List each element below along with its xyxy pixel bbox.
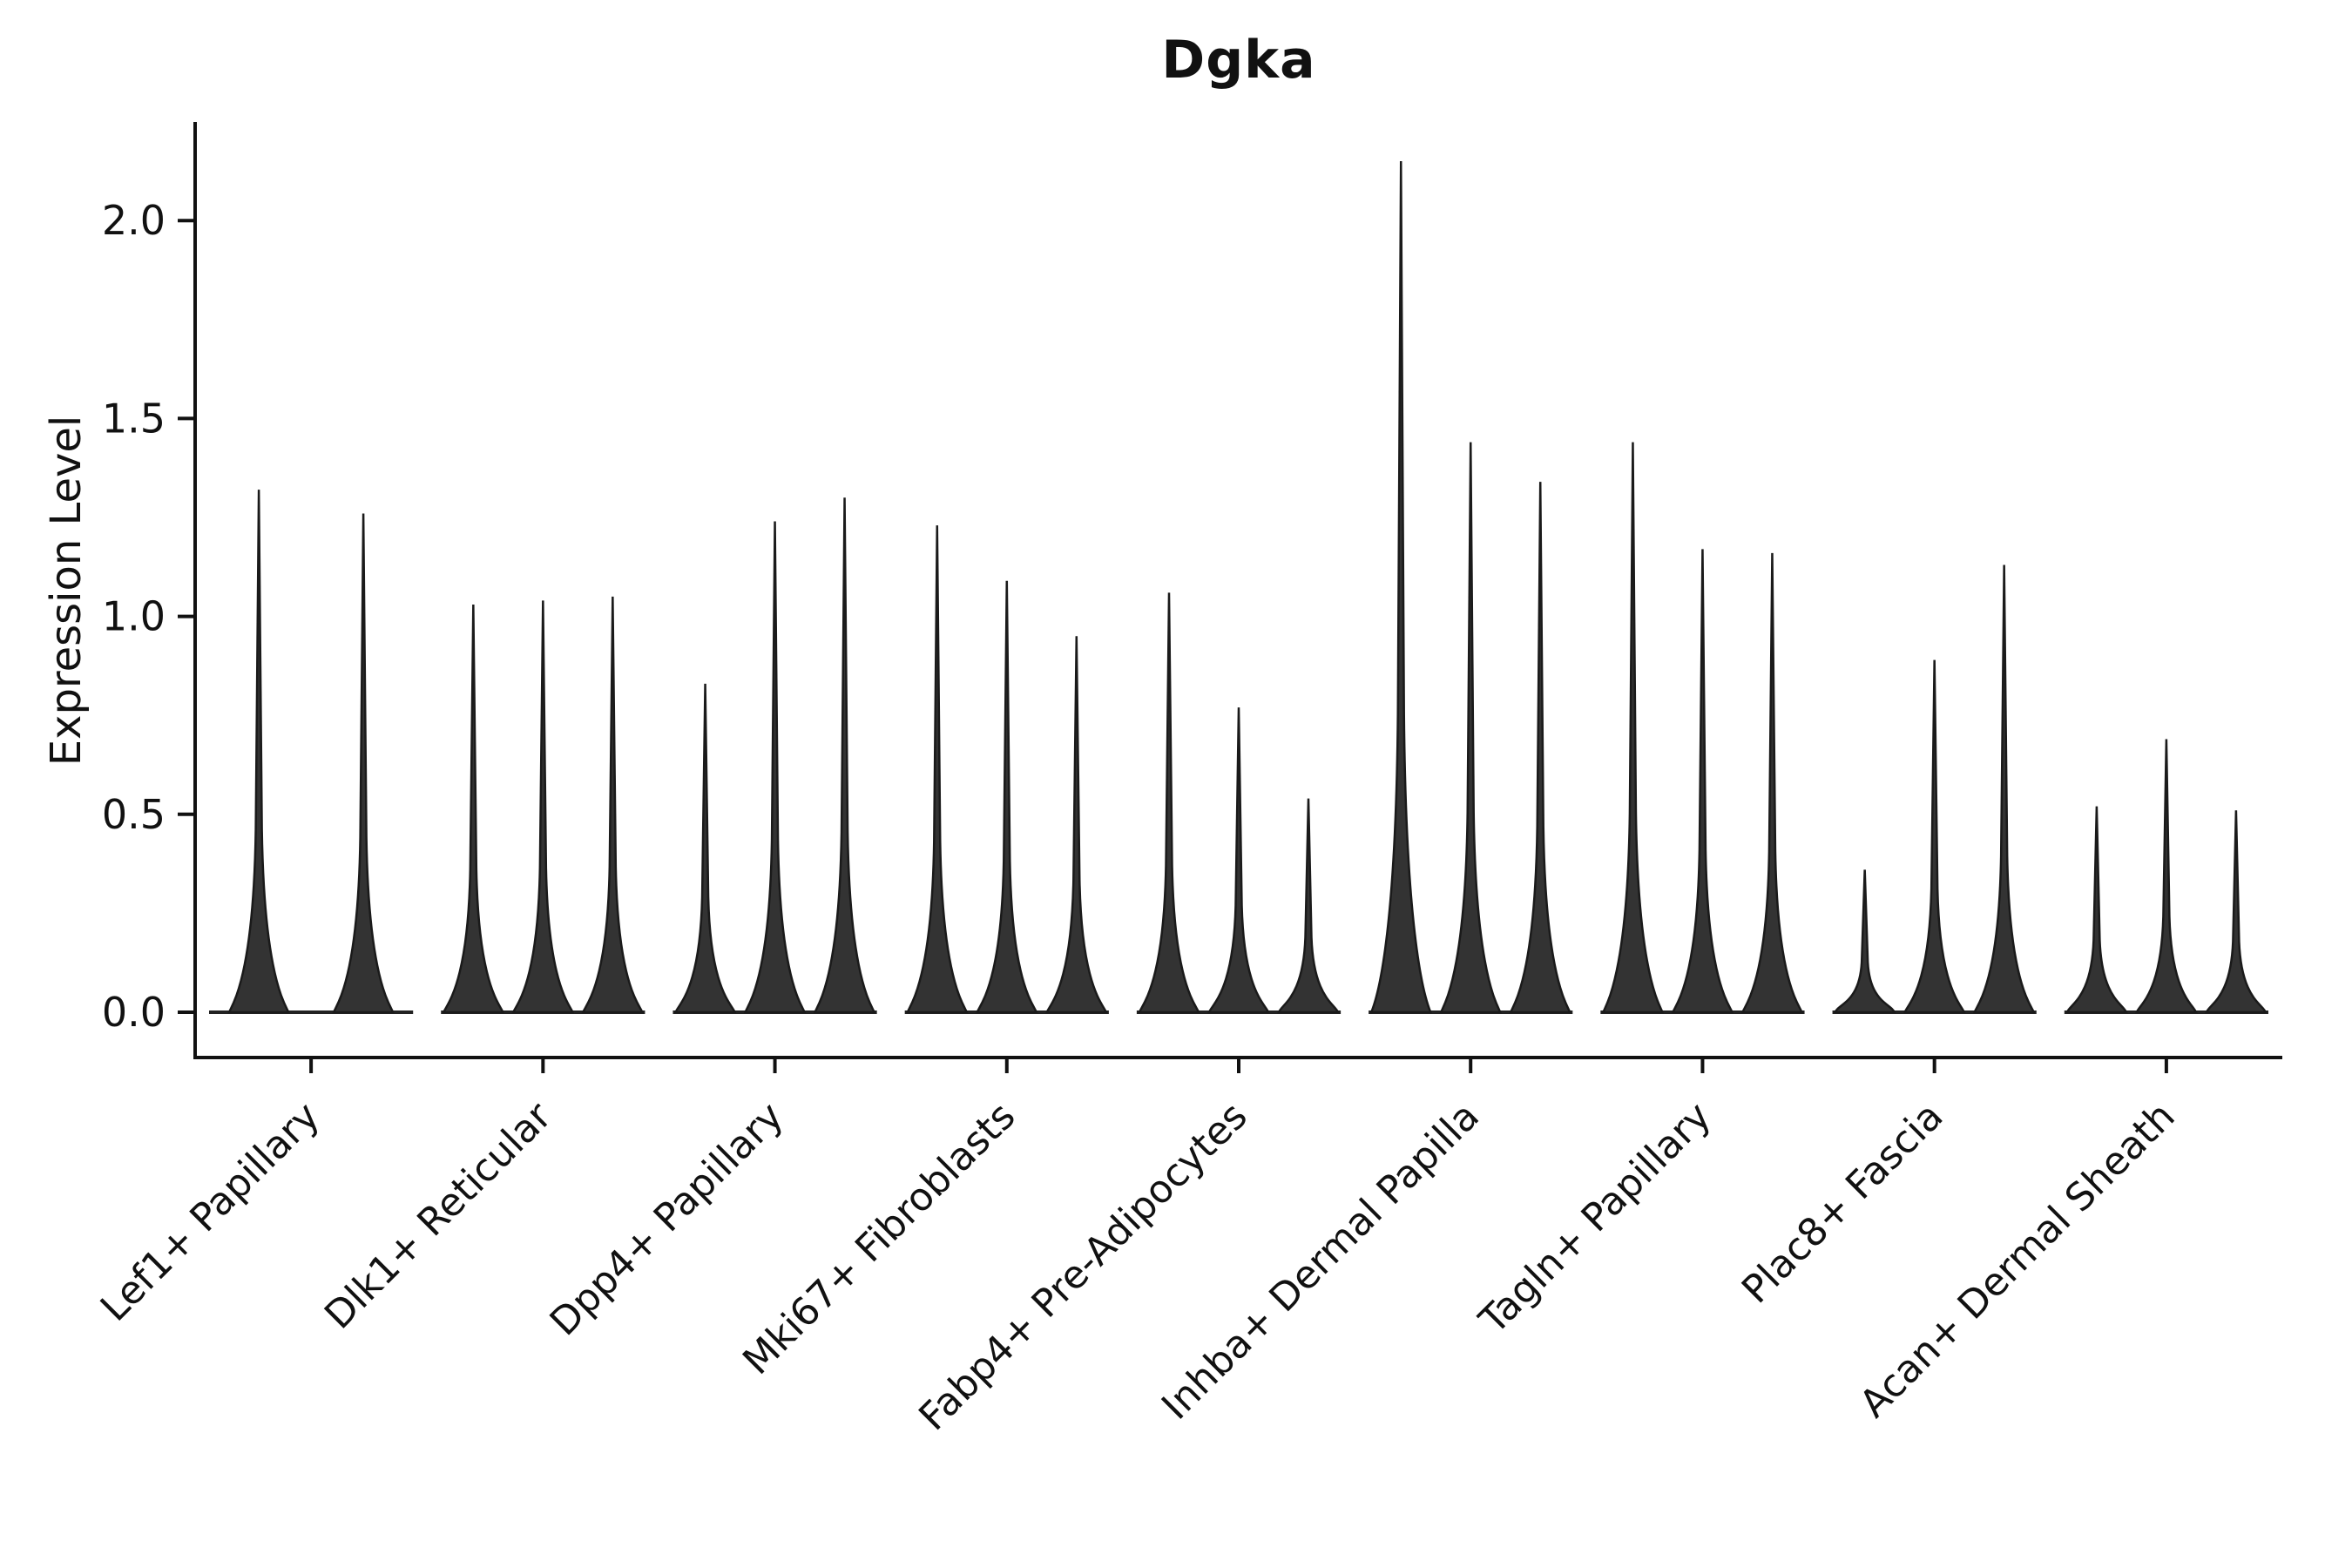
violin [1740,552,1804,1014]
violin [1903,659,1966,1014]
violin [1509,482,1572,1014]
violin [227,490,290,1014]
x-tick-label: Plac8+ Fascia [1734,1094,1952,1313]
violin [442,604,505,1014]
violin [1369,161,1433,1014]
x-tick-label: Tagln+ Papillary [1470,1094,1720,1343]
violin [1671,549,1734,1014]
violin [1138,592,1200,1014]
violin [1439,442,1503,1014]
x-tick-label: Lef1+ Papillary [92,1094,328,1330]
violin [2135,739,2198,1014]
violin [905,525,969,1014]
violin [1277,798,1340,1014]
y-tick-label: 2.0 [102,197,166,244]
violin [2065,806,2128,1014]
violin [813,497,876,1014]
violin [743,521,807,1014]
violin [511,600,575,1014]
violin [1601,442,1665,1014]
violin [673,683,737,1014]
violin [581,596,645,1014]
chart-title: Dgka [1161,30,1316,91]
violin [975,580,1038,1014]
violin [1207,707,1270,1014]
y-tick-label: 1.0 [102,593,166,640]
violin [1044,636,1108,1014]
y-tick-label: 0.5 [102,791,166,838]
x-tick-label: Dlk1+ Reticular [316,1093,561,1338]
violin [2205,810,2268,1014]
violin [1972,564,2036,1014]
y-tick-label: 0.0 [102,989,166,1036]
violin [332,513,395,1014]
y-tick-label: 1.5 [102,395,166,442]
violin [1833,869,1896,1014]
x-tick-label: Dpp4+ Papillary [542,1094,793,1345]
